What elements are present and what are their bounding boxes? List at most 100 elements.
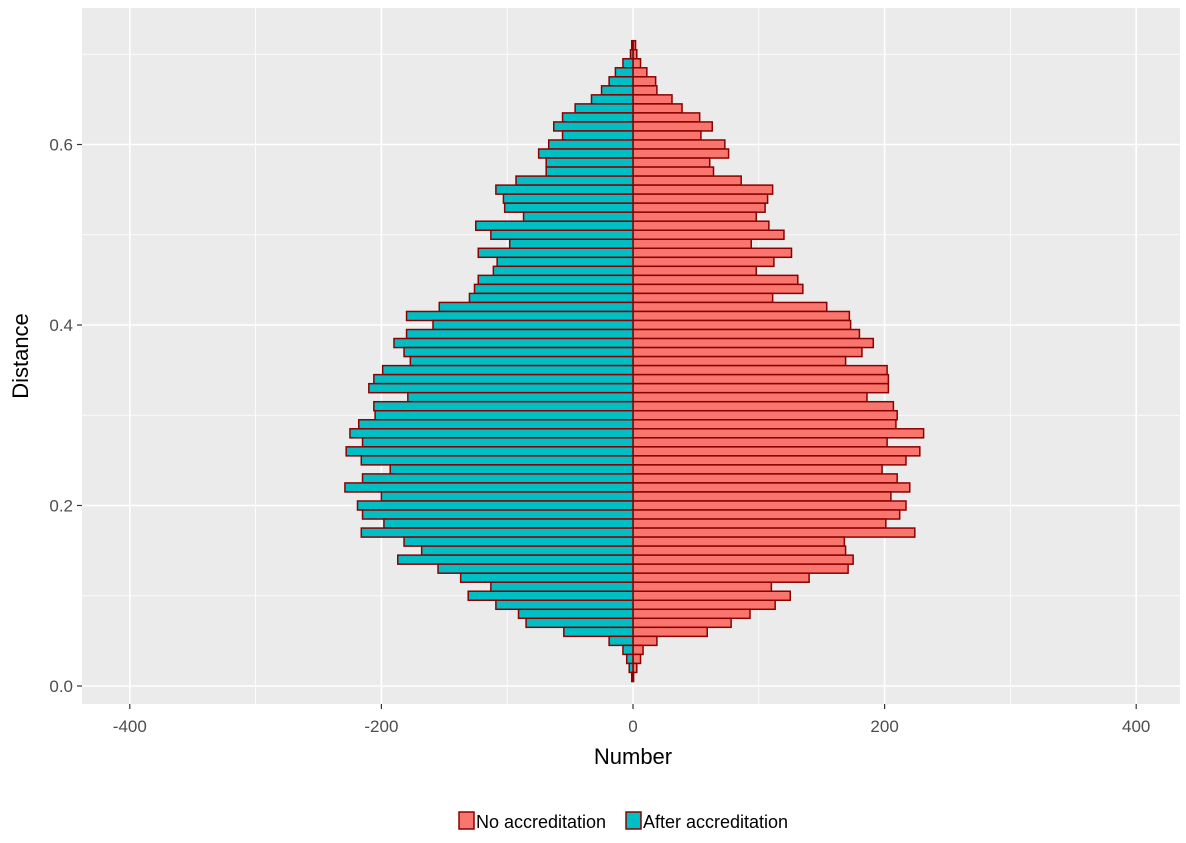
y-tick-label: 0.4 <box>49 316 73 335</box>
bar-after-accreditation <box>405 310 634 322</box>
bar-no-accreditation <box>632 491 892 502</box>
bar-no-accreditation <box>632 148 730 159</box>
bar-after-accreditation <box>561 130 634 141</box>
bar-no-accreditation <box>632 473 898 484</box>
bar-after-accreditation <box>622 58 634 69</box>
bar-no-accreditation <box>632 346 863 358</box>
bar-after-accreditation <box>492 265 634 277</box>
bar-after-accreditation <box>358 419 634 430</box>
bar-after-accreditation <box>361 473 634 484</box>
bar-after-accreditation <box>344 482 634 493</box>
bar-after-accreditation <box>360 455 634 466</box>
bar-after-accreditation <box>477 274 634 286</box>
bar-no-accreditation <box>632 220 770 231</box>
bar-no-accreditation <box>632 112 701 123</box>
bar-no-accreditation <box>632 184 774 195</box>
bar-after-accreditation <box>630 671 634 683</box>
bar-after-accreditation <box>356 500 634 511</box>
bar-after-accreditation <box>405 328 634 340</box>
bar-after-accreditation <box>608 635 634 647</box>
y-tick-label: 0.0 <box>49 677 73 696</box>
bar-no-accreditation <box>632 265 758 277</box>
bar-no-accreditation <box>632 310 851 322</box>
bar-after-accreditation <box>537 148 634 159</box>
bar-after-accreditation <box>409 355 634 367</box>
bar-no-accreditation <box>632 283 804 295</box>
bar-no-accreditation <box>632 175 742 186</box>
bar-after-accreditation <box>495 184 634 195</box>
bar-no-accreditation <box>632 337 875 349</box>
x-tick-label: -400 <box>113 717 147 736</box>
legend-key-no-accreditation <box>458 811 475 830</box>
x-tick-label: -200 <box>364 717 398 736</box>
bar-after-accreditation <box>373 400 634 412</box>
bar-after-accreditation <box>438 301 634 313</box>
bar-after-accreditation <box>614 67 634 78</box>
legend: No accreditation After accreditation <box>458 811 788 832</box>
bar-no-accreditation <box>632 157 711 168</box>
bar-after-accreditation <box>508 238 634 250</box>
bar-after-accreditation <box>475 220 634 231</box>
bar-after-accreditation <box>490 581 634 592</box>
bar-no-accreditation <box>632 563 849 574</box>
bar-no-accreditation <box>632 400 895 412</box>
bar-no-accreditation <box>632 202 766 213</box>
bar-after-accreditation <box>622 644 634 656</box>
bar-no-accreditation <box>632 527 916 538</box>
bar-no-accreditation <box>632 446 921 457</box>
bar-after-accreditation <box>383 518 634 529</box>
x-axis-title: Number <box>594 744 672 769</box>
bar-no-accreditation <box>632 94 673 105</box>
bar-no-accreditation <box>632 391 868 403</box>
bar-after-accreditation <box>502 193 634 204</box>
bar-no-accreditation <box>632 229 785 241</box>
bar-no-accreditation <box>632 67 648 78</box>
bar-after-accreditation <box>349 428 634 439</box>
bar-after-accreditation <box>628 662 634 674</box>
bar-after-accreditation <box>608 76 634 87</box>
x-tick-label: 0 <box>628 717 637 736</box>
bar-after-accreditation <box>547 139 634 150</box>
bar-after-accreditation <box>437 563 634 574</box>
bar-no-accreditation <box>632 139 726 150</box>
bar-after-accreditation <box>360 527 634 538</box>
bar-no-accreditation <box>632 364 888 376</box>
bar-no-accreditation <box>632 653 642 665</box>
bar-after-accreditation <box>503 202 634 213</box>
bar-after-accreditation <box>473 283 634 295</box>
bar-no-accreditation <box>632 590 791 602</box>
bar-no-accreditation <box>632 76 657 87</box>
bar-no-accreditation <box>632 409 898 421</box>
bar-after-accreditation <box>522 211 634 222</box>
legend-label-no-accreditation: No accreditation <box>476 812 606 832</box>
bar-no-accreditation <box>632 455 907 466</box>
bar-no-accreditation <box>632 274 799 286</box>
bar-after-accreditation <box>625 653 634 665</box>
legend-key-after-accreditation <box>625 811 642 830</box>
bar-after-accreditation <box>380 491 634 502</box>
bar-after-accreditation <box>373 373 634 385</box>
bar-no-accreditation <box>632 211 758 222</box>
bar-no-accreditation <box>632 373 890 385</box>
bar-no-accreditation <box>632 193 769 204</box>
bar-no-accreditation <box>632 572 810 583</box>
bar-no-accreditation <box>632 644 644 656</box>
bar-after-accreditation <box>561 112 634 123</box>
bar-after-accreditation <box>397 554 634 565</box>
bar-no-accreditation <box>632 428 925 439</box>
bar-no-accreditation <box>632 554 854 565</box>
bar-after-accreditation <box>517 608 634 620</box>
bar-no-accreditation <box>632 355 847 367</box>
y-tick-label: 0.6 <box>49 136 73 155</box>
bar-no-accreditation <box>632 464 883 475</box>
bar-after-accreditation <box>374 409 634 421</box>
bar-no-accreditation <box>632 166 715 177</box>
bar-no-accreditation <box>632 85 658 96</box>
bar-after-accreditation <box>459 572 634 583</box>
bar-after-accreditation <box>563 626 634 638</box>
bar-after-accreditation <box>545 166 634 177</box>
bar-no-accreditation <box>632 121 714 132</box>
bar-no-accreditation <box>632 536 846 547</box>
bar-no-accreditation <box>632 419 897 430</box>
bar-after-accreditation <box>420 545 634 556</box>
